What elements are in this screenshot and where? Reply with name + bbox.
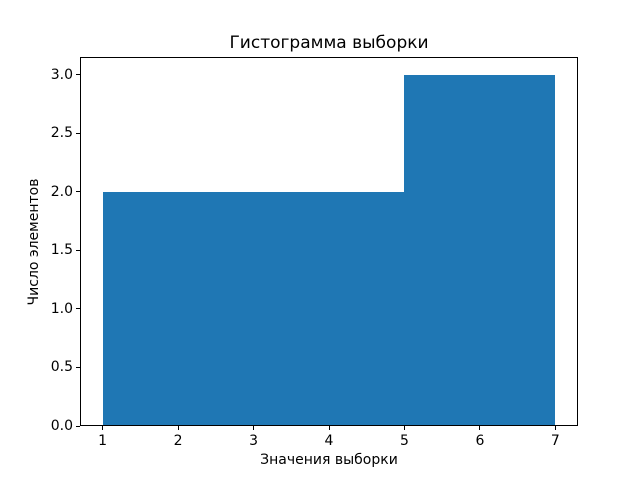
x-tick bbox=[328, 426, 330, 430]
y-tick-label: 1.0 bbox=[50, 300, 73, 317]
y-tick-label: 0.5 bbox=[50, 359, 73, 376]
histogram-bar bbox=[404, 74, 556, 425]
x-tick bbox=[554, 426, 556, 430]
histogram-bar bbox=[102, 191, 405, 425]
x-tick-label: 5 bbox=[399, 433, 409, 449]
y-tick-label: 0.0 bbox=[50, 418, 73, 434]
y-tick bbox=[76, 132, 80, 134]
plot-area bbox=[80, 57, 578, 426]
y-tick-label: 3.0 bbox=[50, 66, 73, 83]
x-tick-label: 6 bbox=[475, 433, 485, 449]
x-tick-label: 2 bbox=[173, 433, 183, 449]
y-tick bbox=[76, 366, 80, 368]
x-tick-label: 1 bbox=[98, 433, 108, 449]
x-tick-label: 7 bbox=[550, 433, 560, 449]
y-tick bbox=[76, 249, 80, 251]
y-tick-label: 1.5 bbox=[50, 242, 73, 259]
x-tick-label: 3 bbox=[249, 433, 258, 449]
y-tick-label: 2.0 bbox=[50, 183, 73, 200]
x-axis-label: Значения выборки bbox=[260, 452, 398, 468]
x-tick bbox=[403, 426, 405, 430]
y-tick bbox=[76, 308, 80, 310]
x-tick bbox=[479, 426, 481, 430]
y-tick bbox=[76, 425, 80, 427]
y-tick-label: 2.5 bbox=[50, 125, 73, 142]
x-tick-label: 4 bbox=[324, 433, 334, 449]
x-tick bbox=[253, 426, 255, 430]
y-tick bbox=[76, 191, 80, 193]
chart-title: Гистограмма выборки bbox=[229, 33, 429, 53]
x-tick bbox=[177, 426, 179, 430]
x-tick bbox=[102, 426, 104, 430]
y-tick bbox=[76, 74, 80, 76]
